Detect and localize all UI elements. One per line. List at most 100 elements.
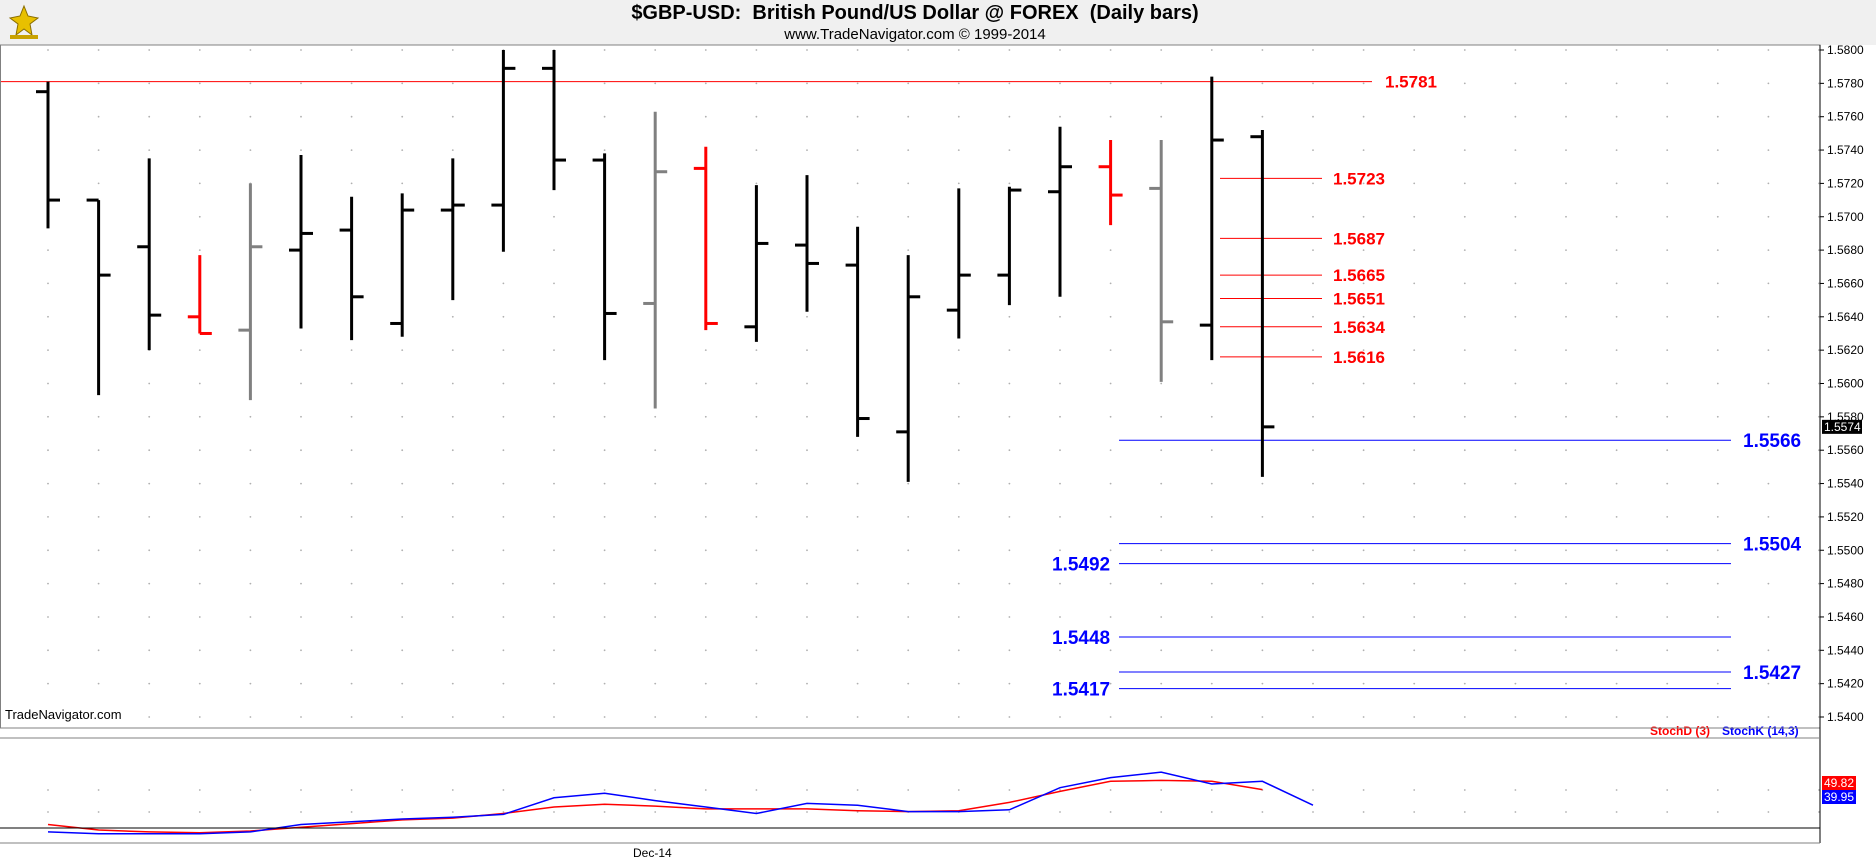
grid-dot	[654, 415, 657, 418]
grid-dot	[1160, 482, 1163, 485]
grid-dot	[1160, 82, 1163, 85]
grid-dot	[249, 82, 252, 85]
grid-dot	[1160, 382, 1163, 385]
grid-dot	[1059, 49, 1061, 51]
grid-dot	[148, 149, 151, 152]
grid-dot	[502, 811, 505, 813]
grid-dot	[1109, 789, 1112, 791]
grid-dot	[1767, 415, 1770, 418]
grid-dot	[451, 49, 454, 51]
grid-dot	[907, 249, 910, 252]
grid-dot	[755, 716, 758, 718]
stoch-last-badge	[1822, 790, 1856, 804]
grid-dot	[1716, 789, 1719, 791]
grid-dot	[1109, 549, 1112, 552]
grid-dot	[654, 616, 657, 618]
grid-dot	[1008, 49, 1011, 51]
grid-dot	[1463, 115, 1466, 118]
grid-dot	[198, 415, 201, 418]
grid-dot	[1666, 582, 1669, 585]
grid-dot	[1413, 82, 1416, 85]
y-tick-label: 1.5420	[1827, 677, 1864, 691]
grid-dot	[47, 449, 49, 452]
grid-dot	[1818, 315, 1820, 318]
grid-dot	[1261, 482, 1264, 485]
grid-dot	[300, 115, 302, 118]
grid-dot	[1312, 482, 1314, 485]
grid-dot	[1666, 616, 1669, 618]
grid-dot	[1716, 811, 1719, 813]
grid-dot	[1210, 649, 1213, 652]
grid-dot	[1666, 82, 1669, 85]
grid-dot	[1565, 182, 1567, 185]
grid-dot	[755, 149, 758, 152]
grid-dot	[148, 811, 151, 813]
ohlc-bar	[137, 158, 162, 351]
grid-dot	[553, 382, 555, 385]
price-levels: 1.5781 1.5723 1.5687 1.5665 1.5651 1.5634 1.56…	[0, 73, 1802, 701]
grid-dot	[300, 716, 302, 718]
grid-dot	[451, 649, 454, 652]
stoch-last-badge	[1822, 776, 1856, 790]
grid-dot	[1362, 249, 1365, 252]
grid-dot	[1312, 811, 1314, 813]
grid-dot	[1615, 182, 1618, 185]
grid-dot	[47, 516, 49, 518]
grid-dot	[401, 149, 404, 152]
grid-dot	[97, 811, 100, 813]
grid-dot	[553, 482, 555, 485]
grid-dot	[553, 716, 555, 718]
grid-dot	[1160, 682, 1163, 685]
grid-dot	[97, 716, 100, 718]
grid-dot	[957, 82, 960, 85]
grid-dot	[300, 482, 302, 485]
grid-dot	[907, 616, 910, 618]
grid-dot	[755, 649, 758, 652]
grid-dot	[603, 811, 606, 813]
grid-dot	[1210, 716, 1213, 718]
grid-dot	[1160, 789, 1163, 791]
grid-dot	[603, 649, 606, 652]
grid-dot	[704, 682, 707, 685]
grid-dot	[704, 549, 707, 552]
grid-dot	[704, 716, 707, 718]
grid-dot	[300, 149, 302, 152]
grid-dot	[502, 415, 505, 418]
grid-dot	[856, 115, 859, 118]
grid-dot	[1565, 482, 1567, 485]
grid-dot	[97, 649, 100, 652]
grid-dot	[1767, 811, 1770, 813]
grid-dot	[1565, 382, 1567, 385]
grid-dot	[148, 682, 151, 685]
grid-dot	[47, 249, 49, 252]
grid-dot	[401, 649, 404, 652]
grid-dot	[907, 482, 910, 485]
grid-dot	[451, 516, 454, 518]
grid-dot	[148, 616, 151, 618]
grid-dot	[1109, 315, 1112, 318]
grid-dot	[1514, 82, 1517, 85]
axes: 1.5800 1.5780 1.5760 1.5740 1.5720 1.5700 1.56…	[0, 43, 1864, 860]
grid-dot	[300, 382, 302, 385]
grid-dot	[401, 811, 404, 813]
grid-dot	[1818, 682, 1820, 685]
ohlc-bar	[643, 111, 668, 409]
grid-dot	[704, 82, 707, 85]
grid-dot	[957, 549, 960, 552]
grid-dot	[907, 682, 910, 685]
ohlc-bar	[744, 185, 769, 342]
y-tick-label: 1.5780	[1827, 76, 1864, 90]
grid-dot	[1716, 549, 1719, 552]
grid-dot	[1818, 789, 1820, 791]
grid-dot	[401, 616, 404, 618]
grid-dot	[856, 516, 859, 518]
y-tick-label: 1.5520	[1827, 510, 1864, 524]
grid-dot	[1109, 382, 1112, 385]
grid-dot	[1463, 49, 1466, 51]
grid-dot	[1210, 789, 1213, 791]
grid-dot	[401, 516, 404, 518]
grid-dot	[1514, 789, 1517, 791]
grid-dot	[1109, 82, 1112, 85]
grid-dot	[1767, 215, 1770, 218]
grid-dot	[1666, 349, 1669, 351]
